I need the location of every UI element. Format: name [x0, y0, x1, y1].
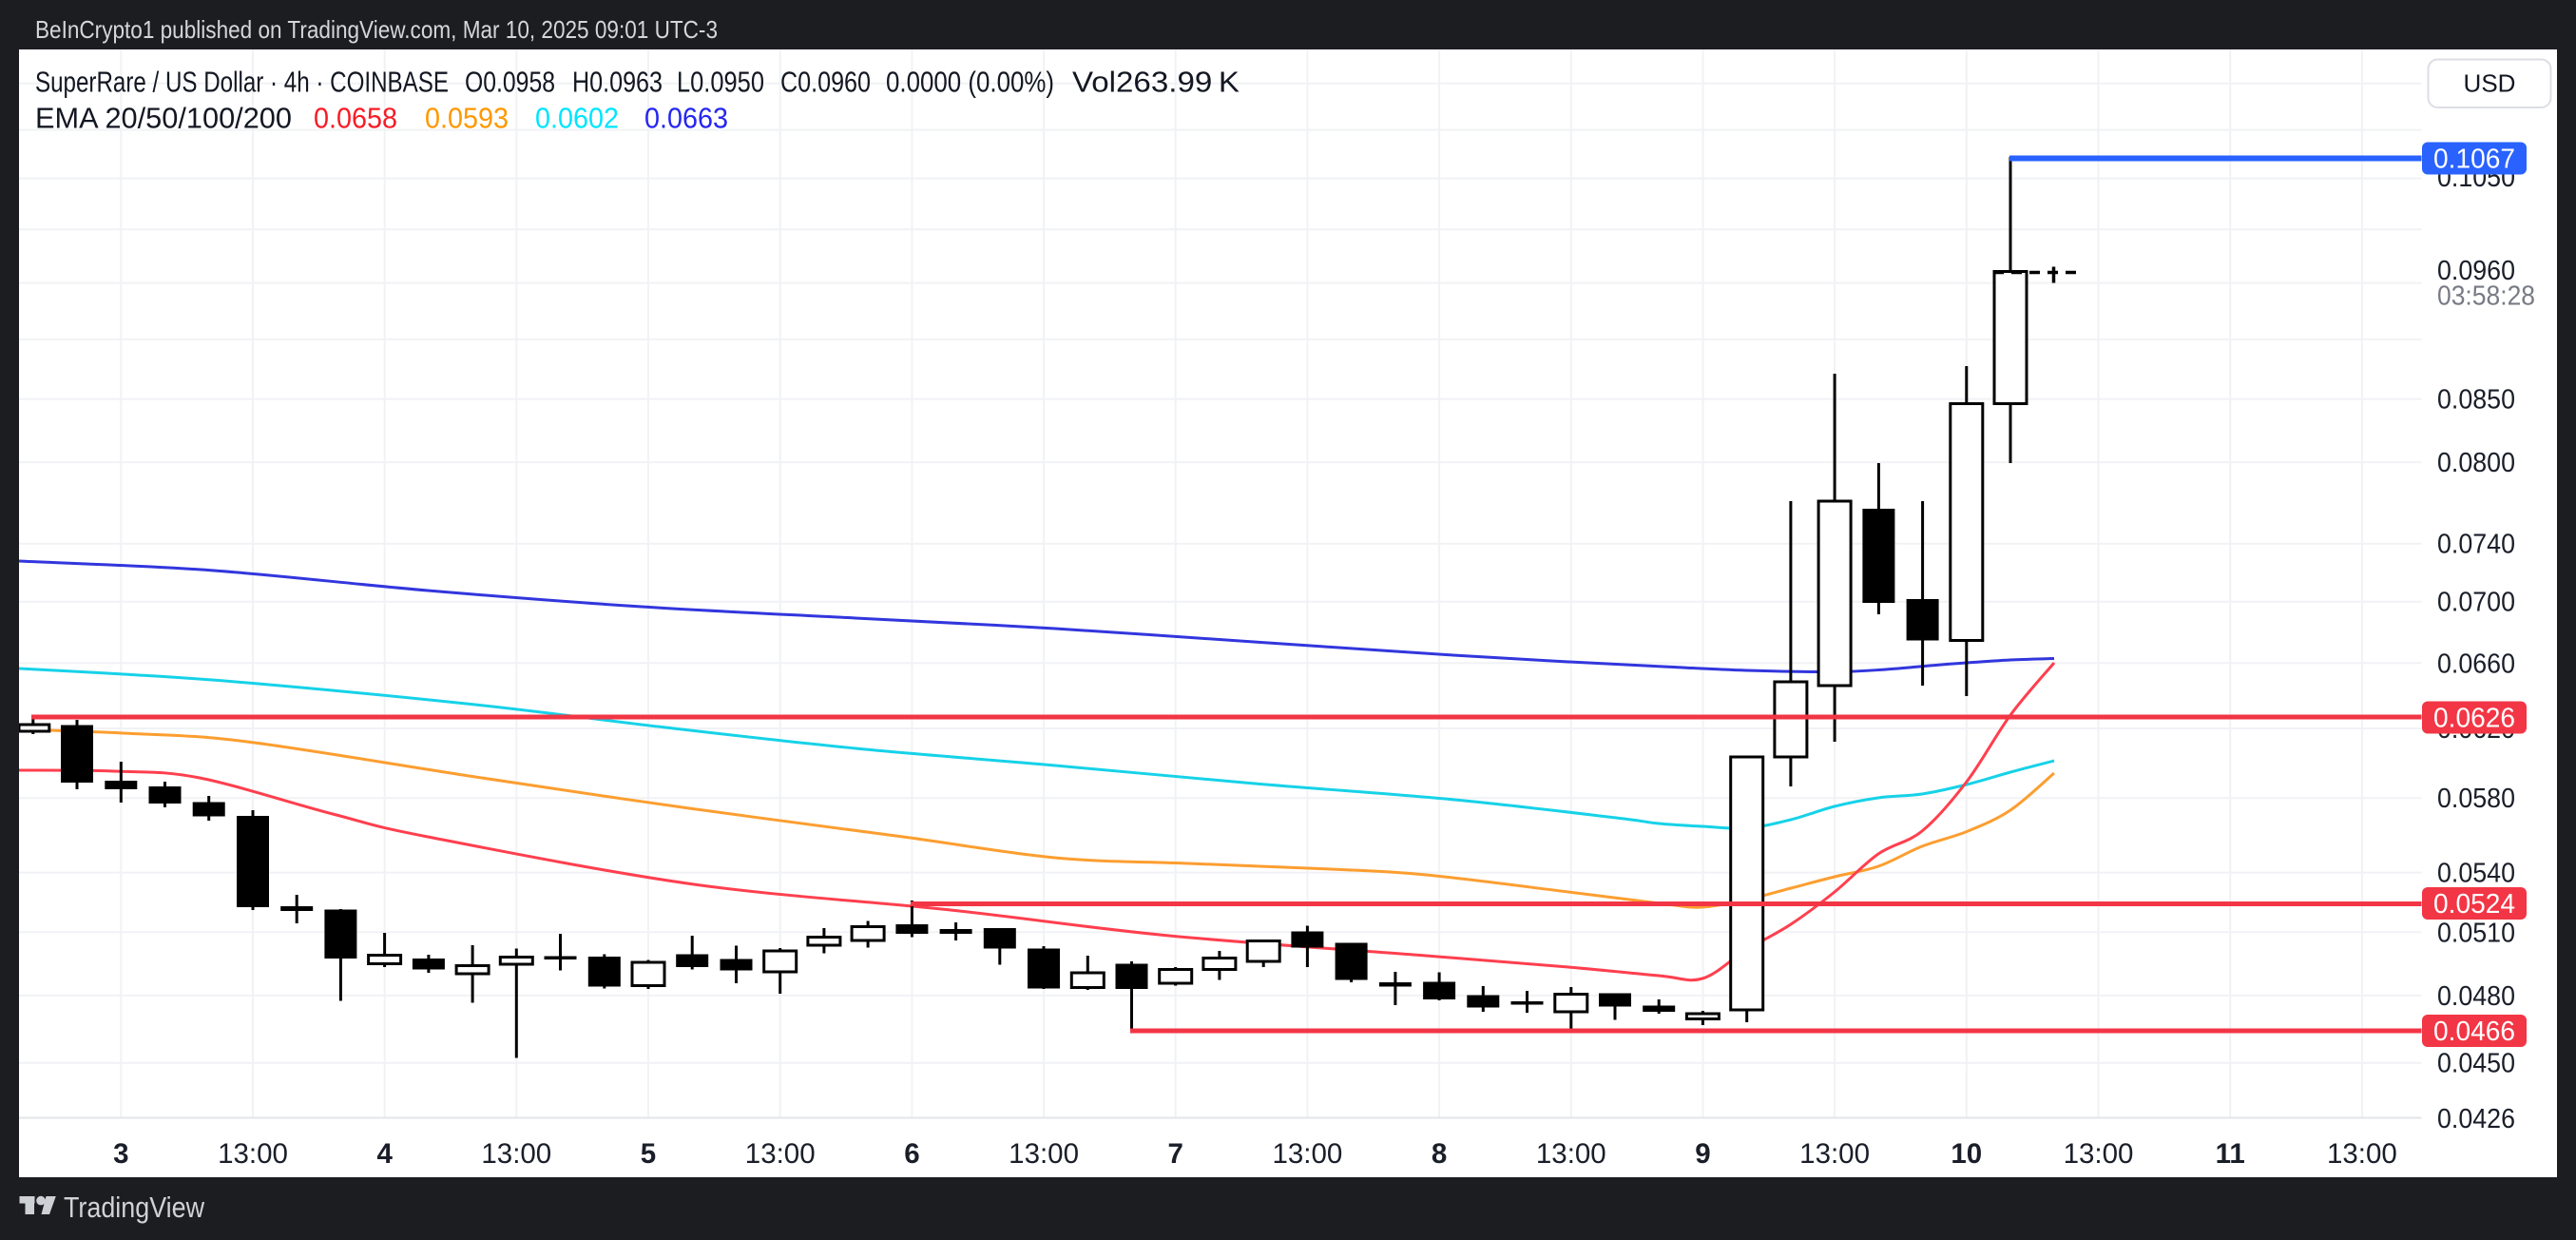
- svg-text:13:00: 13:00: [2064, 1138, 2134, 1170]
- svg-text:0.0658: 0.0658: [314, 101, 397, 134]
- svg-text:0.1067: 0.1067: [2433, 145, 2515, 175]
- svg-text:6: 6: [904, 1138, 919, 1170]
- svg-text:13:00: 13:00: [1536, 1138, 1606, 1170]
- svg-text:13:00: 13:00: [481, 1138, 551, 1170]
- svg-text:13:00: 13:00: [1009, 1138, 1079, 1170]
- svg-text:0.0580: 0.0580: [2437, 784, 2515, 814]
- svg-text:0.0450: 0.0450: [2437, 1049, 2515, 1079]
- svg-text:TradingView: TradingView: [64, 1191, 205, 1224]
- svg-text:5: 5: [641, 1138, 656, 1170]
- svg-text:Vol263.99 K: Vol263.99 K: [1072, 66, 1240, 99]
- svg-text:13:00: 13:00: [745, 1138, 816, 1170]
- svg-text:13:00: 13:00: [1272, 1138, 1342, 1170]
- svg-text:0.0960: 0.0960: [2437, 256, 2515, 286]
- svg-text:7: 7: [1167, 1138, 1182, 1170]
- svg-text:0.0524: 0.0524: [2433, 889, 2515, 920]
- svg-text:0.0626: 0.0626: [2433, 704, 2515, 734]
- svg-text:0.0593: 0.0593: [425, 101, 509, 134]
- svg-text:0.0426: 0.0426: [2437, 1104, 2515, 1134]
- svg-text:O0.0958: O0.0958: [465, 66, 555, 99]
- svg-text:H0.0963: H0.0963: [572, 66, 663, 99]
- svg-text:0.0466: 0.0466: [2433, 1017, 2515, 1047]
- svg-text:0.0000 (0.00%): 0.0000 (0.00%): [886, 66, 1054, 99]
- svg-text:0.0850: 0.0850: [2437, 385, 2515, 416]
- svg-text:BeInCrypto1 published on Tradi: BeInCrypto1 published on TradingView.com…: [35, 15, 718, 44]
- svg-text:SuperRare / US Dollar · 4h · C: SuperRare / US Dollar · 4h · COINBASE: [35, 66, 449, 99]
- svg-text:0.0480: 0.0480: [2437, 981, 2515, 1012]
- svg-text:8: 8: [1432, 1138, 1447, 1170]
- svg-text:0.0602: 0.0602: [535, 101, 619, 134]
- svg-text:0.0660: 0.0660: [2437, 649, 2515, 679]
- svg-text:0.0800: 0.0800: [2437, 448, 2515, 478]
- svg-text:0.0540: 0.0540: [2437, 859, 2515, 889]
- svg-text:0.0740: 0.0740: [2437, 530, 2515, 560]
- svg-text:03:58:28: 03:58:28: [2437, 281, 2535, 312]
- svg-text:L0.0950: L0.0950: [677, 66, 764, 99]
- svg-text:USD: USD: [2464, 69, 2516, 98]
- svg-text:0.0510: 0.0510: [2437, 918, 2515, 948]
- svg-text:4: 4: [376, 1138, 393, 1170]
- svg-text:13:00: 13:00: [1799, 1138, 1870, 1170]
- svg-text:11: 11: [2216, 1138, 2245, 1170]
- svg-text:0.0700: 0.0700: [2437, 588, 2515, 618]
- svg-text:13:00: 13:00: [2327, 1138, 2397, 1170]
- svg-text:10: 10: [1951, 1138, 1982, 1170]
- svg-text:3: 3: [113, 1138, 128, 1170]
- svg-text:C0.0960: C0.0960: [780, 66, 871, 99]
- svg-text:13:00: 13:00: [218, 1138, 288, 1170]
- svg-text:9: 9: [1695, 1138, 1710, 1170]
- svg-text:0.0663: 0.0663: [644, 101, 728, 134]
- svg-text:EMA 20/50/100/200: EMA 20/50/100/200: [35, 101, 292, 134]
